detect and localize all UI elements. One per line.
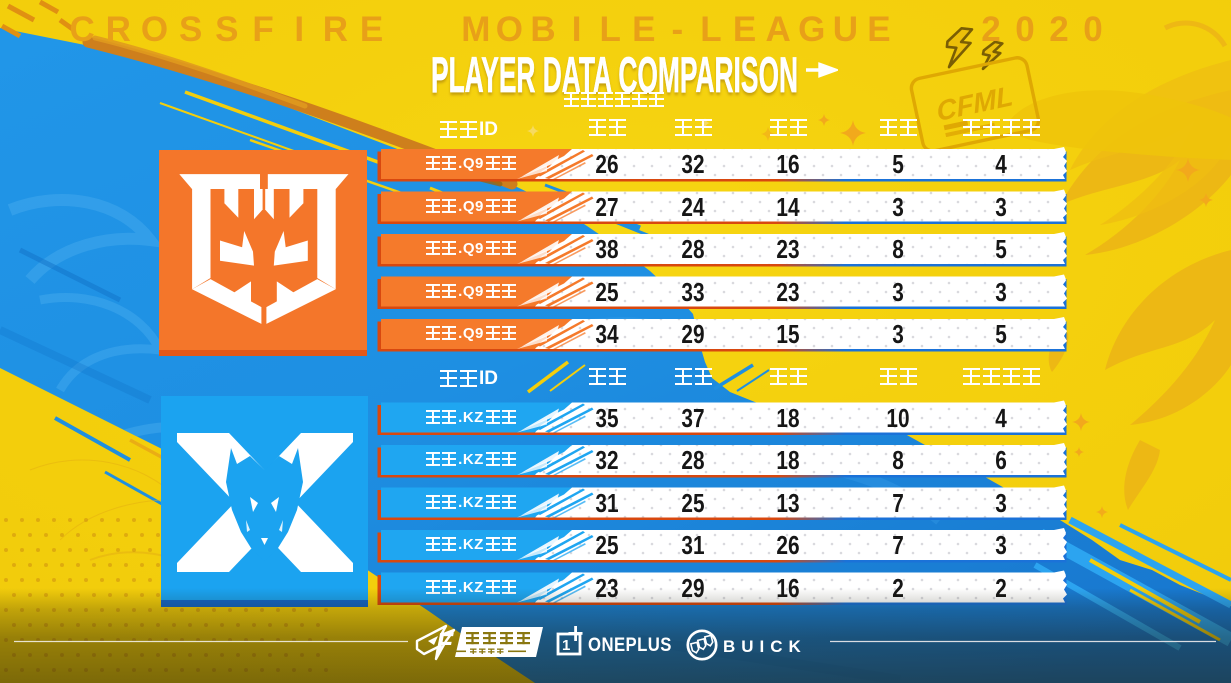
svg-text:F: F [436, 627, 454, 658]
